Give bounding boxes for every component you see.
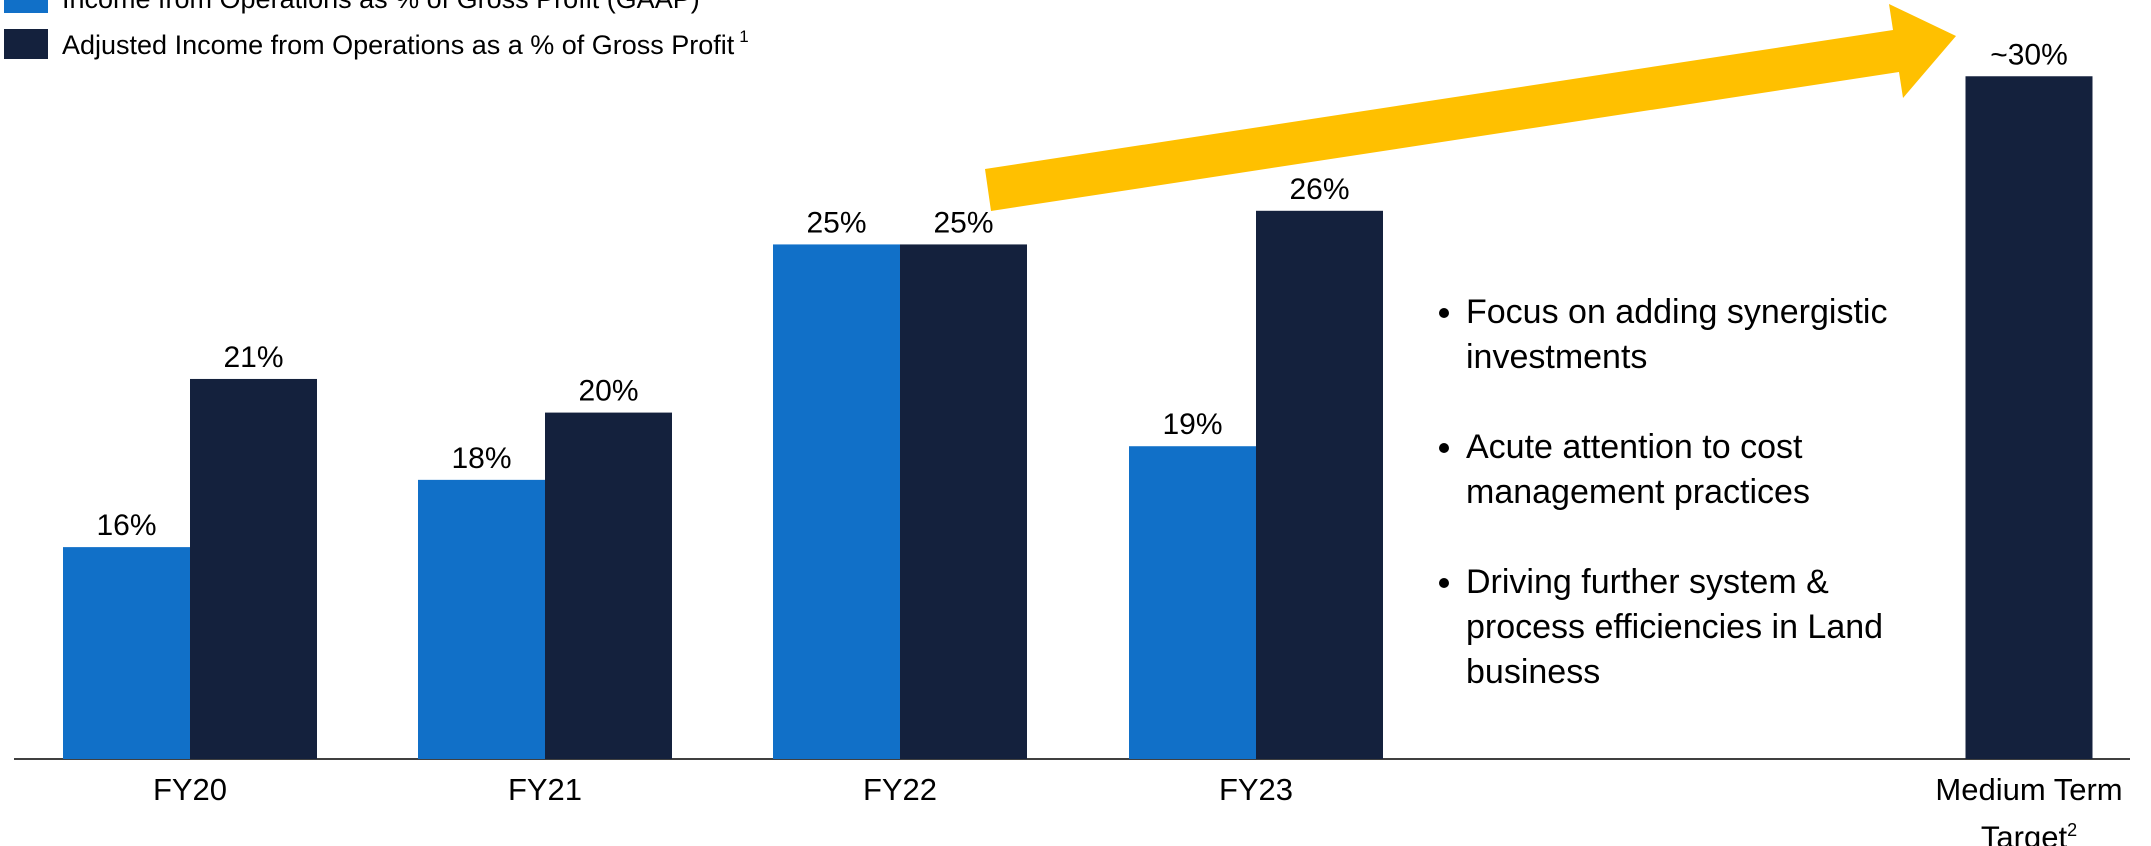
bar bbox=[900, 244, 1027, 759]
bar bbox=[773, 244, 900, 759]
x-tick-label: FY20 bbox=[95, 770, 285, 810]
legend-swatch bbox=[4, 0, 48, 13]
x-tick-label: FY22 bbox=[805, 770, 995, 810]
value-label: ~30% bbox=[1990, 38, 2068, 71]
legend-label: Adjusted Income from Operations as a % o… bbox=[62, 30, 735, 60]
bar bbox=[1129, 446, 1256, 759]
bullet-item: Acute attention to cost management pract… bbox=[1466, 425, 1936, 515]
category-name: FY23 bbox=[1218, 772, 1294, 807]
value-label: 19% bbox=[1162, 408, 1222, 441]
x-tick-label: FY23 bbox=[1161, 770, 1351, 810]
growth-arrow bbox=[985, 4, 1956, 211]
legend-label: Income from Operations as % of Gross Pro… bbox=[62, 0, 700, 14]
legend-footnote: 1 bbox=[739, 27, 748, 46]
x-tick-label: FY21 bbox=[450, 770, 640, 810]
bar bbox=[418, 479, 545, 759]
category-name: Medium Term Target bbox=[1935, 772, 2123, 846]
x-tick-label: Medium Term Target2 bbox=[1934, 770, 2124, 846]
value-label: 20% bbox=[578, 375, 638, 408]
bar bbox=[1965, 76, 2093, 759]
category-footnote: 2 bbox=[2067, 820, 2078, 840]
category-name: FY22 bbox=[862, 772, 938, 807]
bullet-list: Focus on adding synergistic investments A… bbox=[1426, 290, 1936, 740]
legend-swatch bbox=[4, 29, 48, 59]
category-name: FY21 bbox=[507, 772, 583, 807]
bar bbox=[190, 378, 317, 759]
value-label: 21% bbox=[223, 341, 283, 374]
bullet-item: Focus on adding synergistic investments bbox=[1466, 290, 1936, 380]
bullet-item: Driving further system & process efficie… bbox=[1466, 560, 1936, 695]
bar bbox=[545, 412, 672, 759]
value-label: 18% bbox=[451, 442, 511, 475]
value-label: 16% bbox=[96, 509, 156, 542]
value-label: 25% bbox=[806, 206, 866, 239]
bar bbox=[1256, 210, 1383, 760]
value-label: 26% bbox=[1289, 173, 1349, 206]
category-name: FY20 bbox=[152, 772, 228, 807]
bar bbox=[63, 547, 190, 759]
value-label: 25% bbox=[933, 206, 993, 239]
